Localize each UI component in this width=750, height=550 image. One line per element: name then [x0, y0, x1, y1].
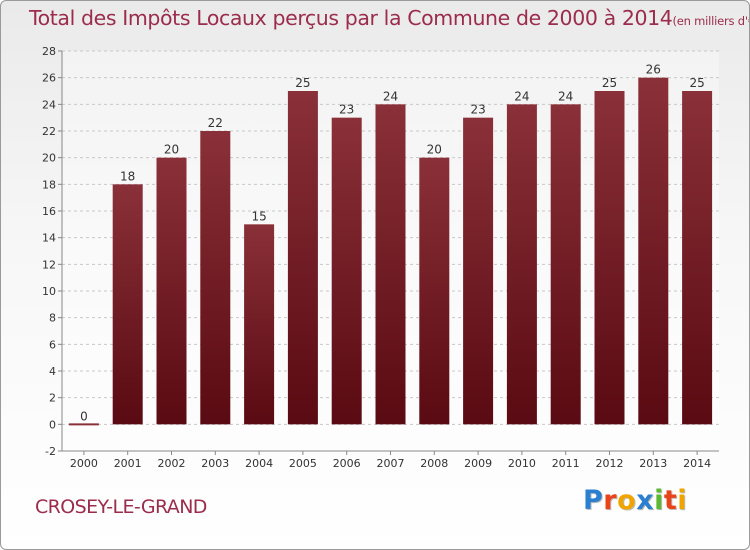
bar [682, 91, 713, 425]
y-tick-label: 22 [42, 125, 56, 138]
x-tick-label: 2013 [639, 457, 667, 470]
y-tick-label: 16 [42, 205, 56, 218]
data-label: 24 [514, 89, 529, 103]
logo-letter: i [654, 485, 664, 516]
y-tick-label: 8 [49, 312, 56, 325]
data-label: 24 [383, 89, 398, 103]
data-label: 24 [558, 89, 573, 103]
x-tick-label: 2008 [420, 457, 448, 470]
bar [200, 131, 231, 425]
y-tick-label: 18 [42, 178, 56, 191]
x-tick-label: 2001 [114, 457, 142, 470]
commune-name: CROSEY-LE-GRAND [35, 496, 207, 518]
y-tick-label: 24 [42, 98, 56, 111]
bar [244, 224, 275, 425]
bars [68, 77, 713, 426]
data-label: 15 [251, 209, 266, 223]
y-tick-label: 10 [42, 285, 56, 298]
y-tick-label: 26 [42, 72, 56, 85]
data-label: 18 [120, 169, 135, 183]
data-label: 25 [295, 76, 310, 90]
proxiti-logo: Proxiti [583, 485, 687, 516]
logo-letter: o [617, 485, 637, 516]
x-tick-label: 2012 [596, 457, 624, 470]
y-tick-label: 4 [49, 365, 56, 378]
x-tick-label: 2007 [377, 457, 405, 470]
axes [58, 50, 719, 455]
x-tick-label: 2009 [464, 457, 492, 470]
bar [550, 104, 581, 425]
logo-letter: i [677, 485, 688, 516]
data-label: 20 [164, 143, 179, 157]
x-tick-label: 2004 [245, 457, 273, 470]
bar [419, 157, 450, 425]
data-label: 22 [208, 116, 223, 130]
labels: -202468101214161820222426282000020011820… [42, 45, 711, 470]
logo-letter: P [583, 485, 604, 516]
x-tick-label: 2005 [289, 457, 317, 470]
data-label: 20 [427, 143, 442, 157]
bar [463, 117, 494, 425]
x-tick-label: 2014 [683, 457, 711, 470]
bar [375, 104, 406, 425]
data-label: 0 [80, 409, 88, 423]
x-tick-label: 2006 [333, 457, 361, 470]
y-tick-label: 12 [42, 258, 56, 271]
logo-letter: r [603, 485, 618, 516]
bar [594, 91, 625, 425]
logo-letter: x [636, 485, 655, 516]
y-tick-label: -2 [45, 445, 56, 458]
x-tick-label: 2011 [552, 457, 580, 470]
chart-title: Total des Impôts Locaux perçus par la Co… [29, 6, 749, 30]
bar [287, 91, 318, 425]
chart-unit-text: (en milliers d'€) [672, 14, 749, 28]
y-tick-label: 28 [42, 45, 56, 58]
data-label: 23 [339, 103, 354, 117]
bar [156, 157, 187, 425]
y-tick-label: 20 [42, 152, 56, 165]
data-label: 25 [689, 76, 704, 90]
data-label: 23 [470, 103, 485, 117]
y-tick-label: 2 [49, 392, 56, 405]
bar [506, 104, 537, 425]
x-tick-label: 2010 [508, 457, 536, 470]
x-tick-label: 2002 [158, 457, 186, 470]
bar [638, 77, 669, 425]
data-label: 25 [602, 76, 617, 90]
y-tick-label: 0 [49, 418, 56, 431]
chart-title-text: Total des Impôts Locaux perçus par la Co… [29, 6, 673, 30]
logo-letter: t [663, 485, 678, 516]
bar [331, 117, 362, 425]
y-tick-label: 14 [42, 232, 56, 245]
x-tick-label: 2003 [201, 457, 229, 470]
data-label: 26 [646, 63, 661, 77]
x-tick-label: 2000 [70, 457, 98, 470]
bar [112, 184, 143, 425]
y-tick-label: 6 [49, 338, 56, 351]
